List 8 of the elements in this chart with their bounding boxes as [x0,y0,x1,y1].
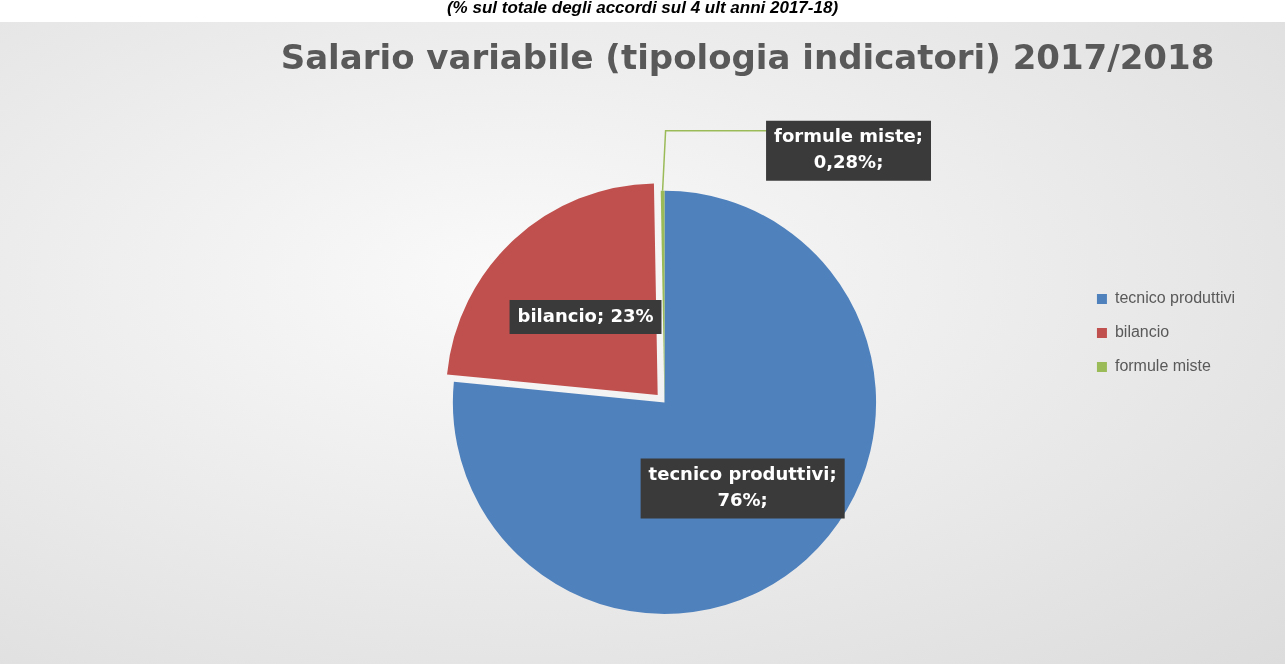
chart-subtitle: (% sul totale degli accordi sul 4 ult anni 2017-18) [445,0,840,19]
legend-label: bilancio [1114,323,1170,341]
data-label: bilancio; 23% [517,304,654,326]
legend-label: formule miste [1114,357,1212,375]
data-label: formule miste; 0,28%; [774,125,924,173]
data-label: tecnico produttivi; 76%; [648,463,837,511]
legend-label: tecnico produttivi [1114,289,1235,307]
chart-title: Salario variabile (tipologia indicatori) 2017/2018 [280,37,1215,78]
